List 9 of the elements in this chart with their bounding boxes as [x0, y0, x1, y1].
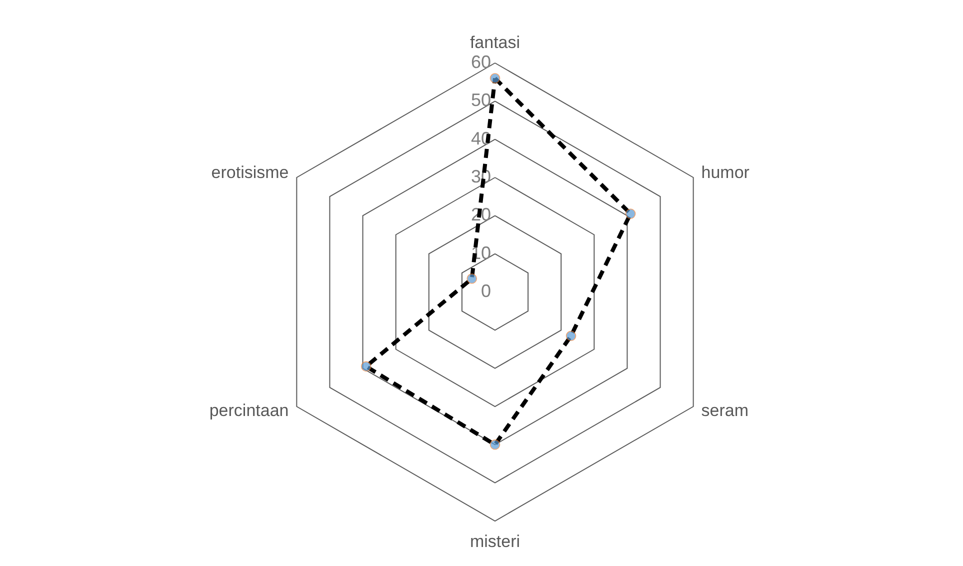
y-tick-label: 60	[470, 52, 491, 72]
spoke-label: humor	[701, 162, 750, 182]
y-tick-label: 0	[480, 281, 491, 301]
spoke-label: erotisisme	[211, 162, 289, 182]
spoke-label: fantasi	[470, 32, 520, 52]
spoke-label: percintaan	[209, 401, 289, 420]
y-tick-label: 50	[470, 90, 491, 110]
spoke-label: seram	[701, 401, 748, 420]
spoke-label: misteri	[470, 532, 520, 552]
